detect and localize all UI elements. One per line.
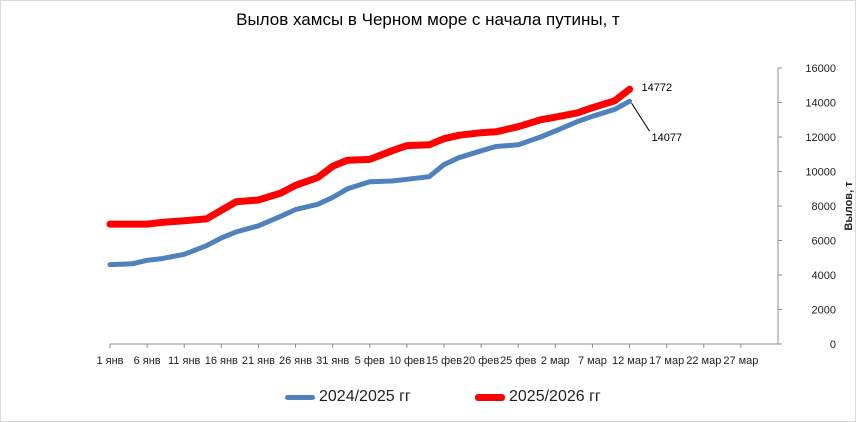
x-tick-label: 12 мар xyxy=(612,355,647,367)
y-tick-label: 10000 xyxy=(805,167,836,179)
y-tick-label: 8000 xyxy=(812,201,836,213)
y-tick-label: 12000 xyxy=(805,132,836,144)
legend-label-2024-2025: 2024/2025 гг xyxy=(319,388,411,405)
x-tick-label: 1 янв xyxy=(96,355,123,367)
x-tick-label: 27 мар xyxy=(723,355,758,367)
data-label-leader-line xyxy=(631,102,650,132)
x-tick-label: 21 янв xyxy=(242,355,275,367)
x-tick-label: 20 фев xyxy=(463,355,499,367)
chart-title: Вылов хамсы в Черном море с начала путин… xyxy=(236,10,620,29)
x-tick-label: 16 янв xyxy=(205,355,238,367)
y-tick-label: 0 xyxy=(830,339,836,351)
x-tick-label: 10 фев xyxy=(389,355,425,367)
x-tick-label: 15 фев xyxy=(426,355,462,367)
x-tick-label: 31 янв xyxy=(316,355,349,367)
legend-swatch-red xyxy=(475,393,505,401)
data-label-2025-2026-end: 14772 xyxy=(642,82,673,94)
y-tick-label: 16000 xyxy=(805,63,836,75)
legend-swatch-blue xyxy=(285,394,315,400)
legend-item-2024-2025: 2024/2025 гг xyxy=(285,388,411,406)
y-axis-label: Вылов, т xyxy=(843,181,855,231)
y-tick-label: 6000 xyxy=(812,236,836,248)
x-tick-label: 11 янв xyxy=(168,355,201,367)
x-tick-label: 7 мар xyxy=(578,355,607,367)
x-tick-label: 25 фев xyxy=(500,355,536,367)
series-line-2024-2025 xyxy=(107,98,633,268)
x-tick-label: 6 янв xyxy=(134,355,161,367)
x-tick-label: 2 мар xyxy=(541,355,570,367)
x-tick-label: 26 янв xyxy=(279,355,312,367)
x-tick-label: 5 фев xyxy=(355,355,385,367)
y-tick-label: 2000 xyxy=(812,305,836,317)
x-tick-label: 17 мар xyxy=(649,355,684,367)
x-tick-label: 22 мар xyxy=(686,355,721,367)
data-label-2024-2025-end: 14077 xyxy=(652,132,683,144)
series-line-2025-2026 xyxy=(106,85,634,228)
legend-item-2025-2026: 2025/2026 гг xyxy=(475,388,601,406)
y-tick-label: 4000 xyxy=(812,270,836,282)
legend-label-2025-2026: 2025/2026 гг xyxy=(509,388,601,405)
legend: 2024/2025 гг 2025/2026 гг xyxy=(0,388,856,412)
y-tick-label: 14000 xyxy=(805,98,836,110)
